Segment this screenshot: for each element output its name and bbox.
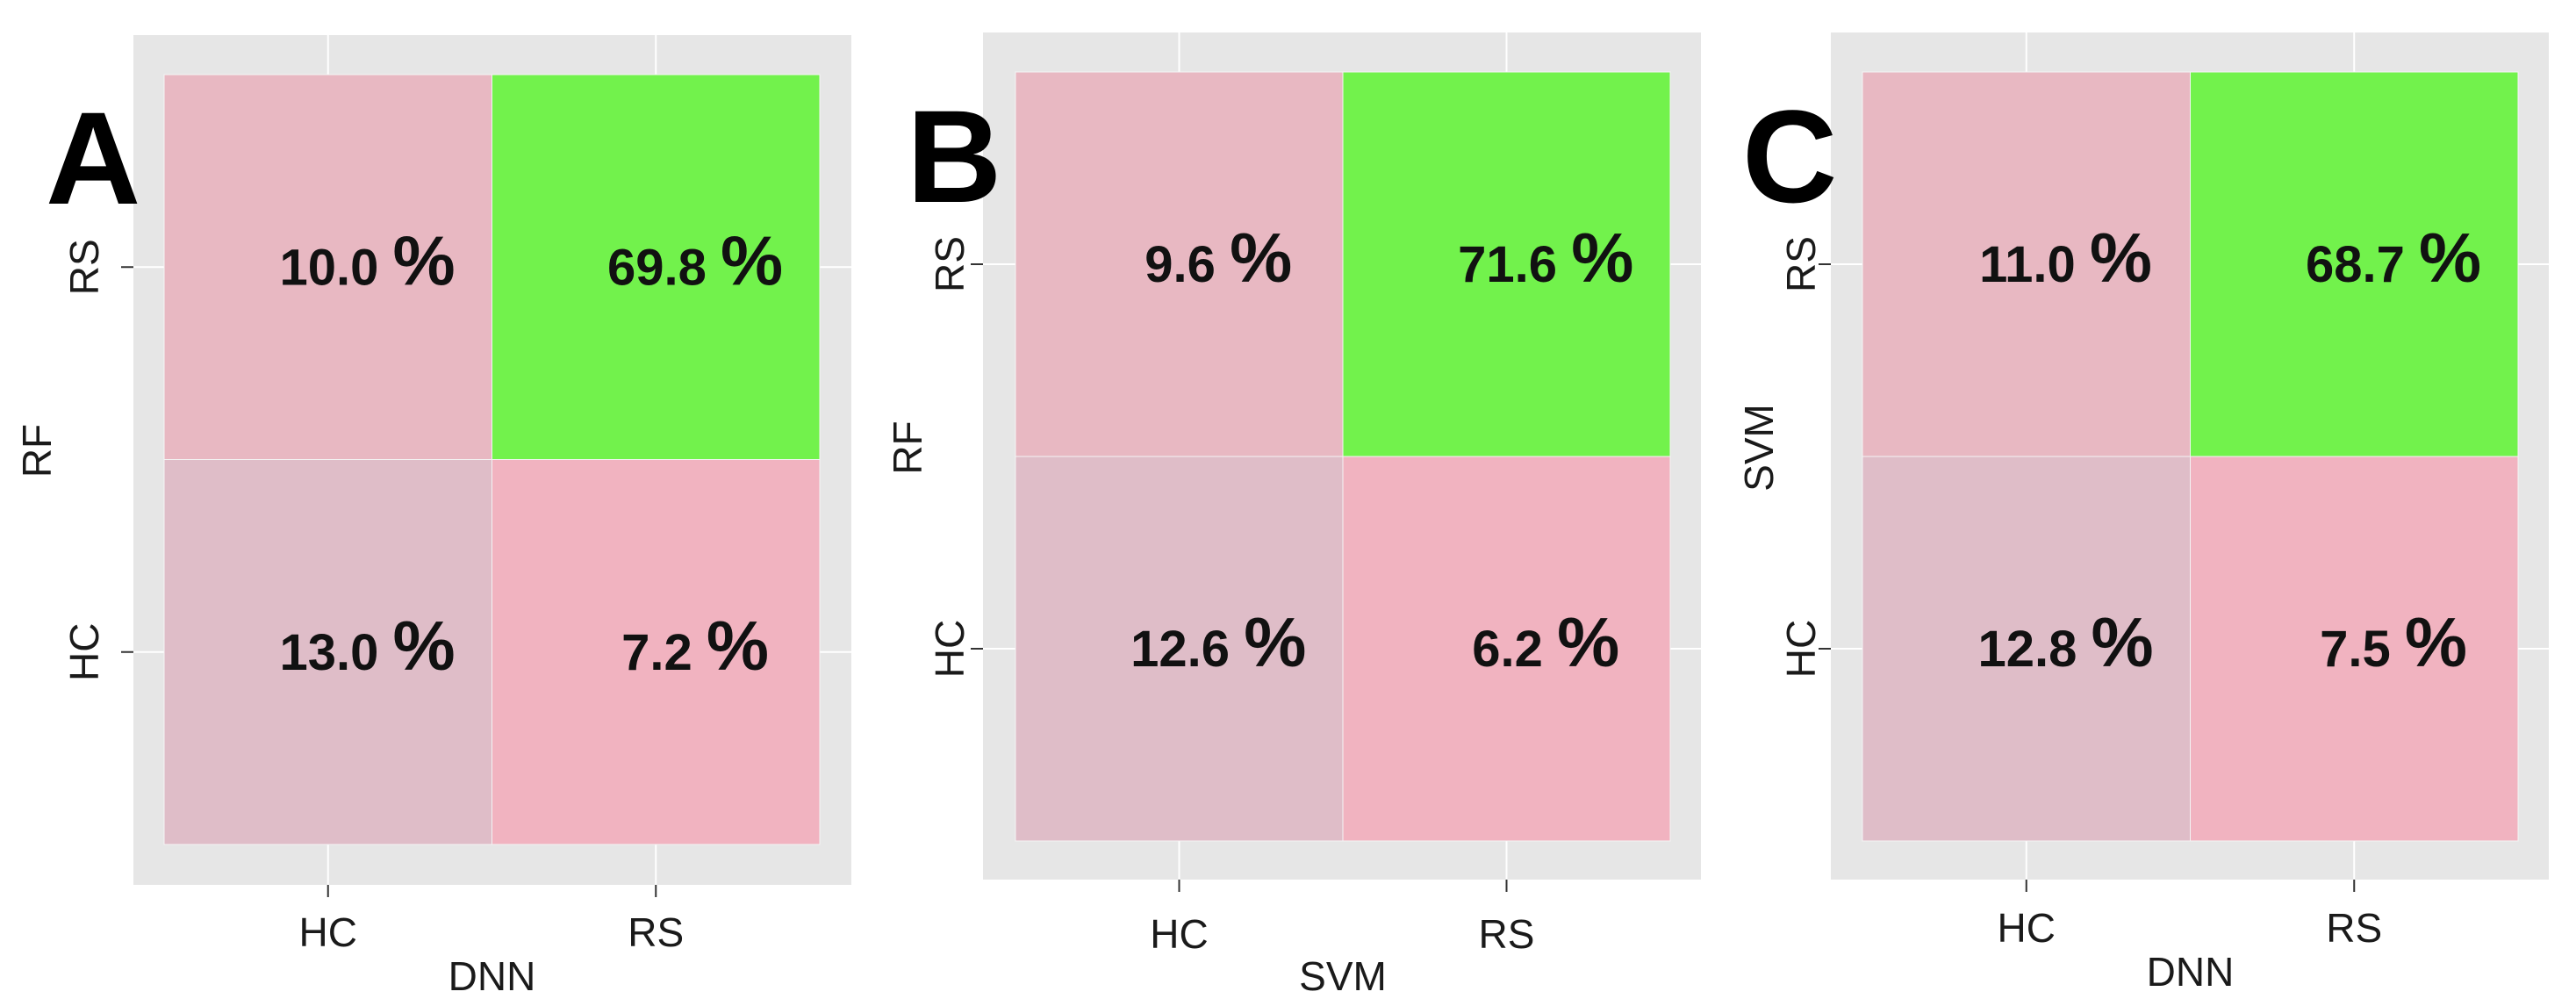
cell-value: 11.0: [1979, 236, 2076, 293]
heatmap-cell-rs-rs: [2190, 71, 2519, 457]
heatmap-cell-hc-rs: [492, 459, 821, 845]
cell-value-label: 7.2 %: [621, 607, 769, 685]
cell-value: 12.6: [1130, 621, 1230, 678]
cell-value: 71.6: [1458, 236, 1557, 293]
cell-value: 7.5: [2320, 621, 2391, 678]
cell-spacer: [2405, 236, 2419, 293]
cell-value-label: 13.0 %: [279, 607, 455, 685]
cell-spacer: [1216, 236, 1230, 293]
cell-value-label: 69.8 %: [607, 221, 783, 299]
heatmap-cell-rs-hc: [1015, 71, 1344, 457]
y-tick-label: RS: [61, 239, 107, 295]
cell-unit: %: [393, 607, 456, 685]
cell-spacer: [1543, 621, 1557, 678]
x-tick-label: RS: [1479, 911, 1535, 957]
heatmap-cell-hc-hc: [163, 459, 492, 845]
x-axis-title: DNN: [2147, 949, 2235, 995]
cell-value: 69.8: [607, 239, 707, 296]
cell-value-label: 71.6 %: [1458, 219, 1633, 297]
cell-spacer: [707, 239, 721, 296]
cell-unit: %: [2405, 603, 2467, 681]
cell-value: 7.2: [621, 624, 692, 681]
cell-value-label: 9.6 %: [1144, 219, 1292, 297]
cell-value: 9.6: [1144, 236, 1216, 293]
x-tick-label: HC: [1150, 911, 1208, 957]
panel-letter: A: [46, 84, 140, 232]
cell-value-label: 68.7 %: [2306, 219, 2481, 297]
cell-unit: %: [1557, 603, 1619, 681]
cell-spacer: [1230, 621, 1244, 678]
heatmap-cell-hc-rs: [1342, 456, 1671, 842]
x-tick-label: RS: [2326, 905, 2382, 951]
cell-unit: %: [721, 221, 783, 299]
heatmap-cell-hc-hc: [1862, 456, 2191, 842]
cell-spacer: [2391, 621, 2405, 678]
cell-unit: %: [2419, 219, 2481, 297]
cell-value: 68.7: [2306, 236, 2405, 293]
cell-value: 10.0: [279, 239, 378, 296]
y-axis-title: RF: [885, 420, 930, 474]
cell-spacer: [378, 624, 392, 681]
y-tick-label: RS: [927, 236, 972, 292]
cell-value-label: 10.0 %: [279, 221, 455, 299]
y-tick-label: RS: [1778, 236, 1824, 292]
cell-unit: %: [2090, 219, 2152, 297]
heatmap-cell-hc-rs: [2190, 456, 2519, 842]
heatmap-cell-rs-hc: [1862, 71, 2191, 457]
y-tick-label: HC: [61, 623, 107, 681]
heatmap-cell-rs-rs: [492, 74, 821, 460]
cell-unit: %: [393, 221, 456, 299]
heatmap-cell-rs-rs: [1342, 71, 1671, 457]
cell-value-label: 7.5 %: [2320, 603, 2467, 681]
panel-letter: B: [907, 83, 1001, 230]
cell-value-label: 11.0 %: [1979, 219, 2152, 297]
cell-value: 12.8: [1977, 621, 2077, 678]
x-axis-title: SVM: [1299, 953, 1387, 999]
y-axis-title: SVM: [1736, 404, 1782, 492]
panel-letter: C: [1742, 83, 1837, 230]
cell-spacer: [2076, 236, 2090, 293]
cell-value: 13.0: [279, 624, 378, 681]
cell-spacer: [2077, 621, 2091, 678]
cell-unit: %: [1230, 219, 1292, 297]
x-tick-label: HC: [299, 909, 357, 955]
y-tick-label: HC: [927, 620, 972, 678]
cell-spacer: [1557, 236, 1571, 293]
y-axis-title: RF: [14, 424, 60, 478]
cell-value-label: 12.6 %: [1130, 603, 1306, 681]
cell-unit: %: [1244, 603, 1306, 681]
cell-unit: %: [2092, 603, 2154, 681]
cell-unit: %: [1571, 219, 1633, 297]
cell-spacer: [378, 239, 392, 296]
cell-value-label: 12.8 %: [1977, 603, 2153, 681]
x-tick-label: RS: [628, 909, 684, 955]
cell-unit: %: [707, 607, 769, 685]
cell-value-label: 6.2 %: [1472, 603, 1619, 681]
cell-value: 6.2: [1472, 621, 1543, 678]
cell-spacer: [692, 624, 707, 681]
heatmap-cell-hc-hc: [1015, 456, 1344, 842]
y-tick-label: HC: [1778, 620, 1824, 678]
x-axis-title: DNN: [448, 953, 536, 999]
x-tick-label: HC: [1998, 905, 2056, 951]
